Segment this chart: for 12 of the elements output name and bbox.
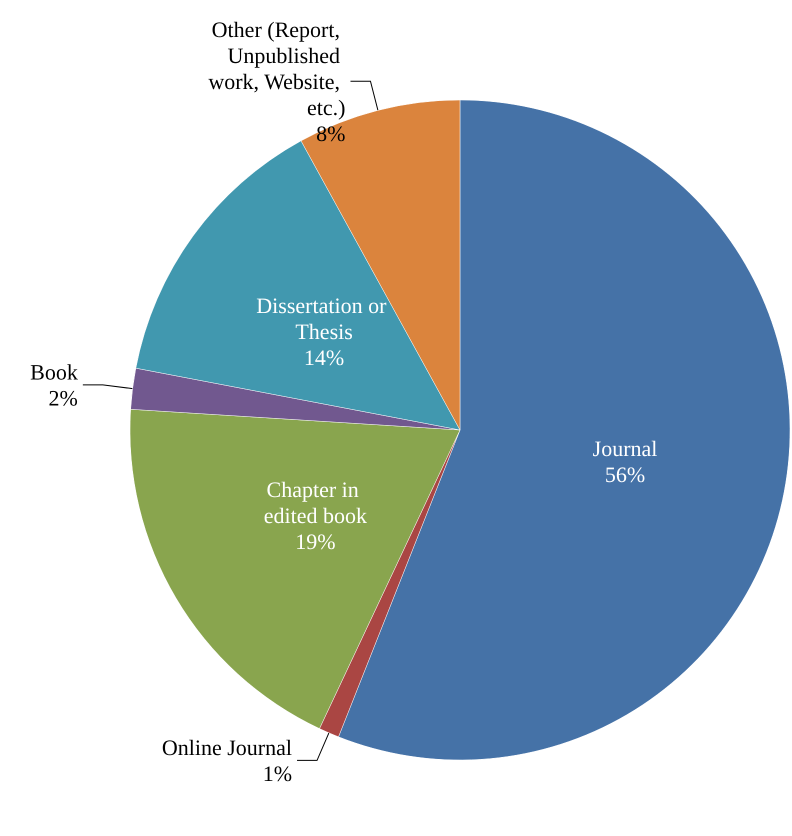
data-label: 8%: [316, 120, 346, 146]
slice-label: Dissertation or Thesis: [256, 292, 392, 344]
data-label: 2%: [48, 385, 78, 410]
slice-label: Book: [30, 359, 78, 384]
data-label: 14%: [304, 344, 344, 370]
slice-label: Journal: [592, 436, 658, 461]
data-label: 19%: [295, 529, 336, 554]
slice-label: Online Journal: [162, 734, 292, 760]
data-label: 1%: [262, 760, 292, 786]
data-label: 56%: [604, 462, 646, 487]
slice-label: Chapter in edited book: [264, 477, 368, 528]
slice-label: Other (Report, Unpublished work, Website, etc.): [208, 16, 346, 120]
